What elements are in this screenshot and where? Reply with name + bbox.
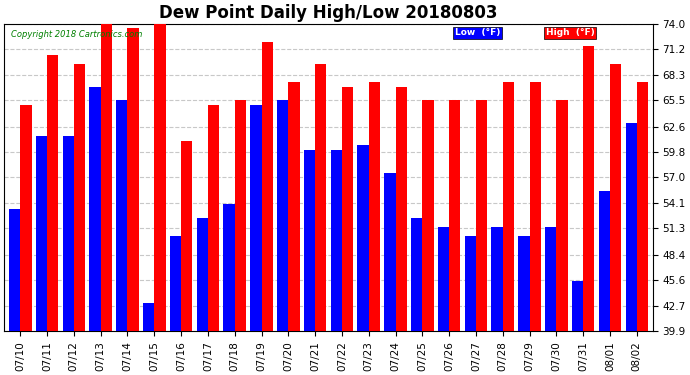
Bar [610,64,621,331]
Bar [101,24,112,331]
Bar [116,100,128,331]
Bar [315,64,326,331]
Bar [637,82,648,331]
Bar [503,82,514,331]
Text: Copyright 2018 Cartronics.com: Copyright 2018 Cartronics.com [10,30,142,39]
Bar [197,217,208,331]
Bar [262,42,273,331]
Bar [449,100,460,331]
Bar [288,82,299,331]
Bar [128,28,139,331]
Bar [331,150,342,331]
Bar [304,150,315,331]
Bar [277,100,288,331]
Bar [583,46,594,331]
Bar [518,236,529,331]
Bar [143,303,155,331]
Bar [90,87,101,331]
Bar [599,190,610,331]
Bar [491,226,503,331]
Bar [357,146,368,331]
Bar [63,136,74,331]
Bar [626,123,637,331]
Bar [476,100,487,331]
Bar [438,226,449,331]
Bar [208,105,219,331]
Bar [545,226,556,331]
Text: Low  (°F): Low (°F) [455,28,500,38]
Bar [20,105,32,331]
Bar [9,209,20,331]
Title: Dew Point Daily High/Low 20180803: Dew Point Daily High/Low 20180803 [159,4,497,22]
Bar [395,87,407,331]
Bar [384,172,395,331]
Bar [36,136,47,331]
Bar [181,141,193,331]
Bar [170,236,181,331]
Bar [74,64,85,331]
Bar [224,204,235,331]
Bar [235,100,246,331]
Bar [368,82,380,331]
Bar [464,236,476,331]
Bar [572,281,583,331]
Bar [529,82,541,331]
Bar [250,105,262,331]
Bar [422,100,433,331]
Bar [342,87,353,331]
Bar [155,24,166,331]
Bar [556,100,568,331]
Bar [47,55,59,331]
Text: High  (°F): High (°F) [546,28,595,38]
Bar [411,217,422,331]
